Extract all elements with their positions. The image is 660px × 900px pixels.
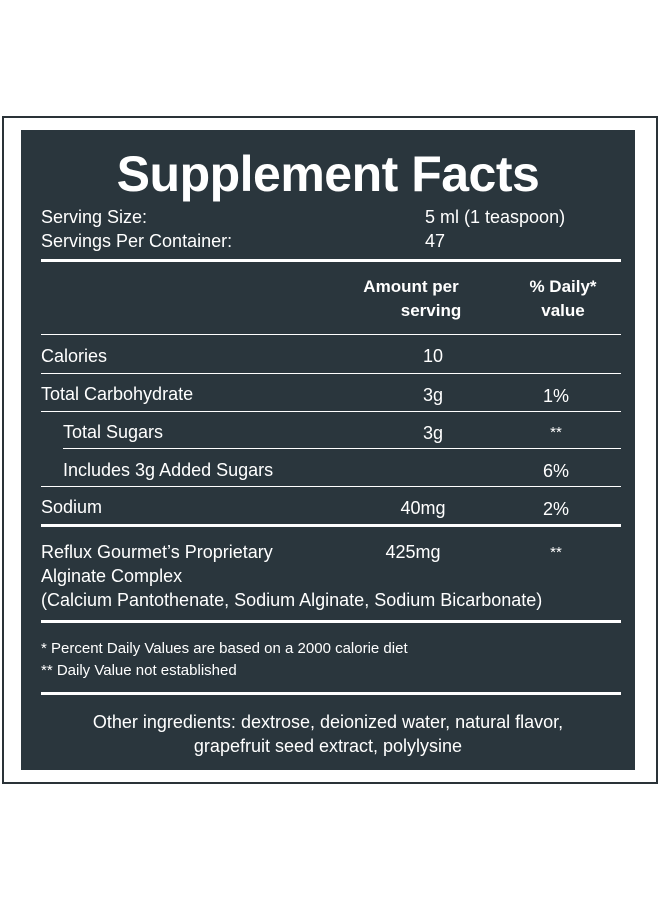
servings-per-container-value: 47 xyxy=(425,231,446,251)
row-dv: 6% xyxy=(542,461,569,481)
dv-header-line1: % Daily* xyxy=(529,277,597,296)
footnote-not-established: ** Daily Value not established xyxy=(41,662,237,679)
amount-header-line1: Amount per xyxy=(363,277,459,296)
dv-header-line2: value xyxy=(541,301,585,320)
proprietary-dv: ** xyxy=(550,544,562,561)
row-dv: 2% xyxy=(542,499,569,519)
row-amount: 10 xyxy=(422,346,444,366)
panel-title: Supplement Facts xyxy=(116,146,540,202)
proprietary-line1: Reflux Gourmet’s Proprietary xyxy=(41,542,273,562)
serving-size-label: Serving Size: xyxy=(41,207,148,227)
row-amount: 40mg xyxy=(400,498,446,518)
proprietary-amount: 425mg xyxy=(385,542,441,562)
divider xyxy=(41,411,621,412)
divider xyxy=(41,373,621,374)
divider xyxy=(63,448,621,449)
other-ingredients-line1: Other ingredients: dextrose, deionized w… xyxy=(92,712,564,732)
amount-header-line2: serving xyxy=(400,301,462,320)
row-amount: 3g xyxy=(422,423,444,443)
divider-thick xyxy=(41,620,621,623)
serving-size-value: 5 ml (1 teaspoon) xyxy=(425,207,566,227)
other-ingredients-line2: grapefruit seed extract, polylysine xyxy=(193,736,463,756)
row-amount: 3g xyxy=(422,385,444,405)
divider-thick xyxy=(41,692,621,695)
divider-thick xyxy=(41,259,621,262)
row-label: Total Sugars xyxy=(63,422,164,442)
servings-per-container-label: Servings Per Container: xyxy=(41,231,233,251)
divider xyxy=(41,486,621,487)
row-label: Sodium xyxy=(41,497,103,517)
row-label: Includes 3g Added Sugars xyxy=(63,460,274,480)
row-label: Total Carbohydrate xyxy=(41,384,194,404)
proprietary-line2: Alginate Complex xyxy=(41,566,183,586)
supplement-facts-panel: Supplement Facts Serving Size: 5 ml (1 t… xyxy=(21,130,635,770)
row-dv: ** xyxy=(550,424,562,441)
row-dv: 1% xyxy=(542,386,569,406)
row-label: Calories xyxy=(41,346,108,366)
footnote-percent-daily: * Percent Daily Values are based on a 20… xyxy=(41,640,408,657)
divider xyxy=(41,334,621,335)
proprietary-line3: (Calcium Pantothenate, Sodium Alginate, … xyxy=(41,590,543,610)
divider-thick xyxy=(41,524,621,527)
label-frame: Supplement Facts Serving Size: 5 ml (1 t… xyxy=(2,116,658,784)
